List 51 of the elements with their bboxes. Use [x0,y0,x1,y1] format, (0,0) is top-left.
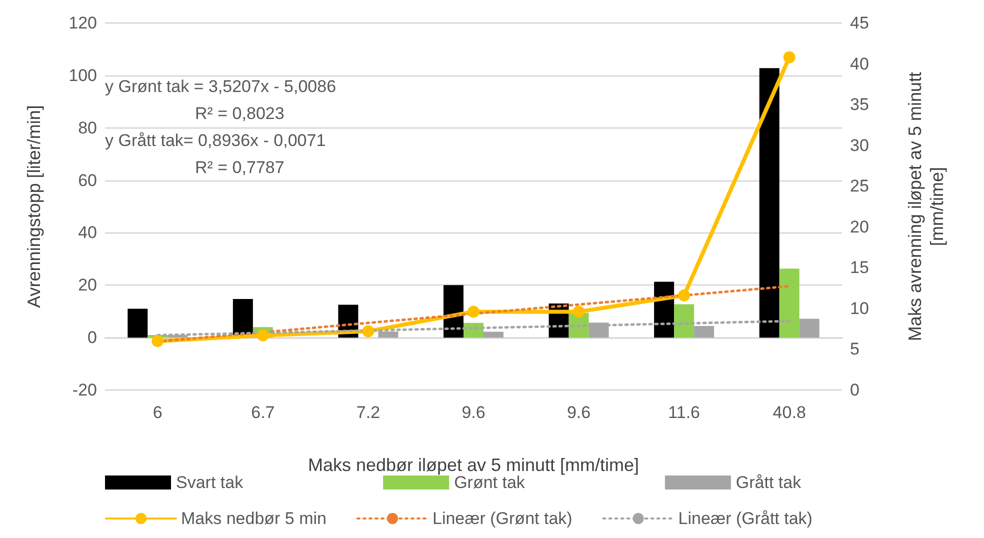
y-tick-label: 100 [68,66,97,85]
point [362,325,374,338]
bar [128,308,148,338]
y2-tick-label: 45 [850,14,869,32]
x-tick-label: 11.6 [668,403,700,422]
y2-tick-label: 15 [850,258,869,278]
point [468,306,480,318]
point [256,329,269,342]
legend-label: Lineær (Grønt tak) [432,509,572,528]
annotation: y Grønt tak = 3,5207x - 5,0086 [105,77,336,96]
legend-label: Grått tak [736,473,802,492]
y2-tick-label: 10 [850,298,869,318]
point [678,289,690,302]
point [783,51,796,64]
y-tick-label: 0 [88,328,97,348]
annotation: R² = 0,8023 [195,104,284,123]
y-tick-label: 60 [78,170,97,190]
y-tick-label: 20 [78,276,97,295]
y2-tick-label: 5 [850,340,860,359]
bar [674,304,694,338]
y2-tick-label: 0 [850,380,860,400]
point [152,335,164,348]
y2-tick-label: 40 [850,54,869,74]
x-axis-title: Maks nedbør iløpet av 5 minutt [mm/time] [308,455,640,475]
x-tick-label: 6.7 [251,403,275,422]
bar [799,318,820,338]
x-tick-label: 9.6 [462,403,486,422]
bar [779,268,800,338]
annotation: R² = 0,7787 [195,158,284,177]
y-tick-label: 120 [68,14,97,32]
legend-label: Grønt tak [454,473,526,492]
x-tick-label: 9.6 [566,403,591,422]
bar [484,332,504,338]
annotation: y Grått tak= 0,8936x - 0,0071 [105,131,326,150]
y2-tick-label: 25 [850,176,869,196]
x-tick-label: 7.2 [356,403,380,422]
legend-label: Svart tak [176,473,244,492]
point [572,306,585,318]
y-axis-title: Avrenningstopp [liter/min] [24,105,44,308]
bar [759,68,780,338]
y-tick-label: 40 [78,223,97,242]
y2-tick-label: 30 [850,136,869,155]
x-tick-label: 40.8 [772,403,806,422]
x-tick-label: 6 [152,403,162,422]
y2-tick-label: 35 [850,95,869,114]
y2-axis-title: Maks avrenning iløpet av 5 minutt [mm/time] [905,72,947,342]
y2-tick-label: 20 [850,217,869,236]
y-tick-label: -20 [72,380,97,400]
y-tick-label: 80 [78,118,97,138]
legend-label: Maks nedbør 5 min [181,509,326,528]
legend-label: Lineær (Grått tak) [678,509,812,528]
